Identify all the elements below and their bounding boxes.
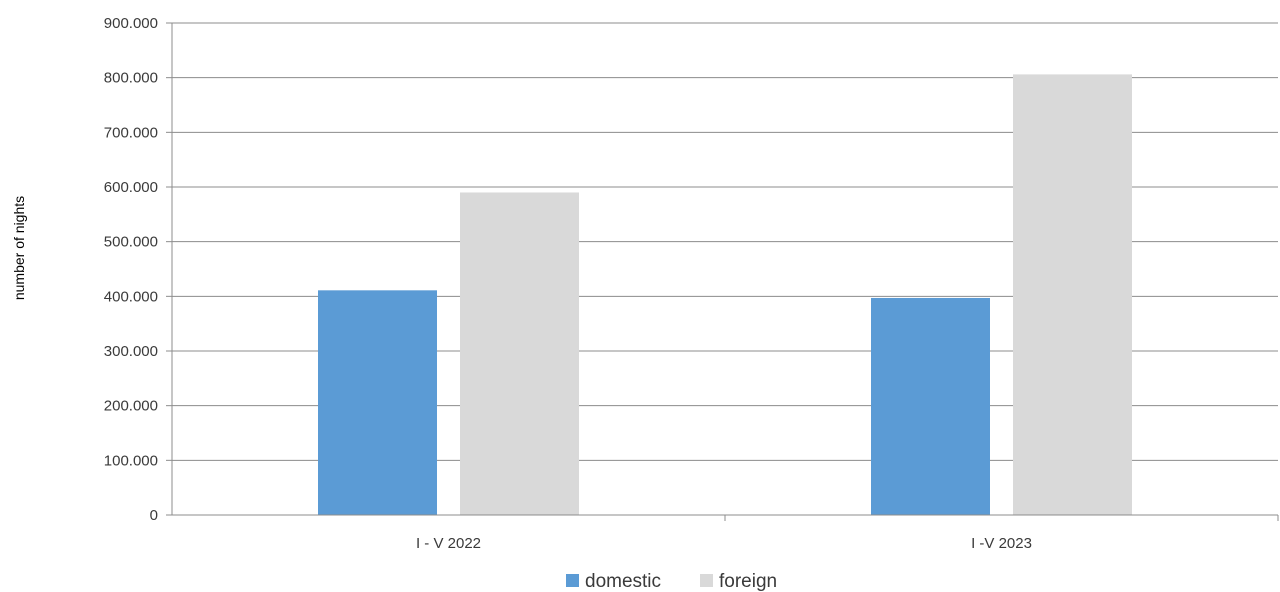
y-tick-label: 100.000 — [104, 452, 158, 469]
x-tick-label: I -V 2023 — [971, 535, 1032, 552]
legend-label-foreign: foreign — [719, 571, 777, 592]
bar-foreign-0 — [460, 192, 579, 515]
legend-swatch-foreign — [700, 574, 713, 587]
legend-swatch-domestic — [566, 574, 579, 587]
y-tick-label: 800.000 — [104, 70, 158, 87]
y-tick-label: 500.000 — [104, 234, 158, 251]
y-axis-ticks: 0 100.000 200.000 300.000 400.000 500.000 600.… — [104, 15, 172, 524]
bar-foreign-1 — [1013, 74, 1132, 516]
y-tick-label: 400.000 — [104, 288, 158, 305]
x-tick-label: I - V 2022 — [416, 535, 481, 552]
y-axis-label: number of nights — [11, 196, 27, 300]
y-tick-label: 200.000 — [104, 398, 158, 415]
legend-label-domestic: domestic — [585, 571, 661, 592]
y-tick-label: 600.000 — [104, 179, 158, 196]
legend: domestic foreign — [566, 571, 777, 592]
x-axis-ticks: I - V 2022 I -V 2023 — [416, 515, 1279, 552]
bars — [318, 74, 1132, 516]
bar-domestic-1 — [871, 297, 990, 515]
y-tick-label: 0 — [150, 507, 158, 524]
y-tick-label: 900.000 — [104, 15, 158, 32]
y-tick-label: 700.000 — [104, 124, 158, 141]
y-tick-label: 300.000 — [104, 343, 158, 360]
bar-domestic-0 — [318, 290, 437, 515]
